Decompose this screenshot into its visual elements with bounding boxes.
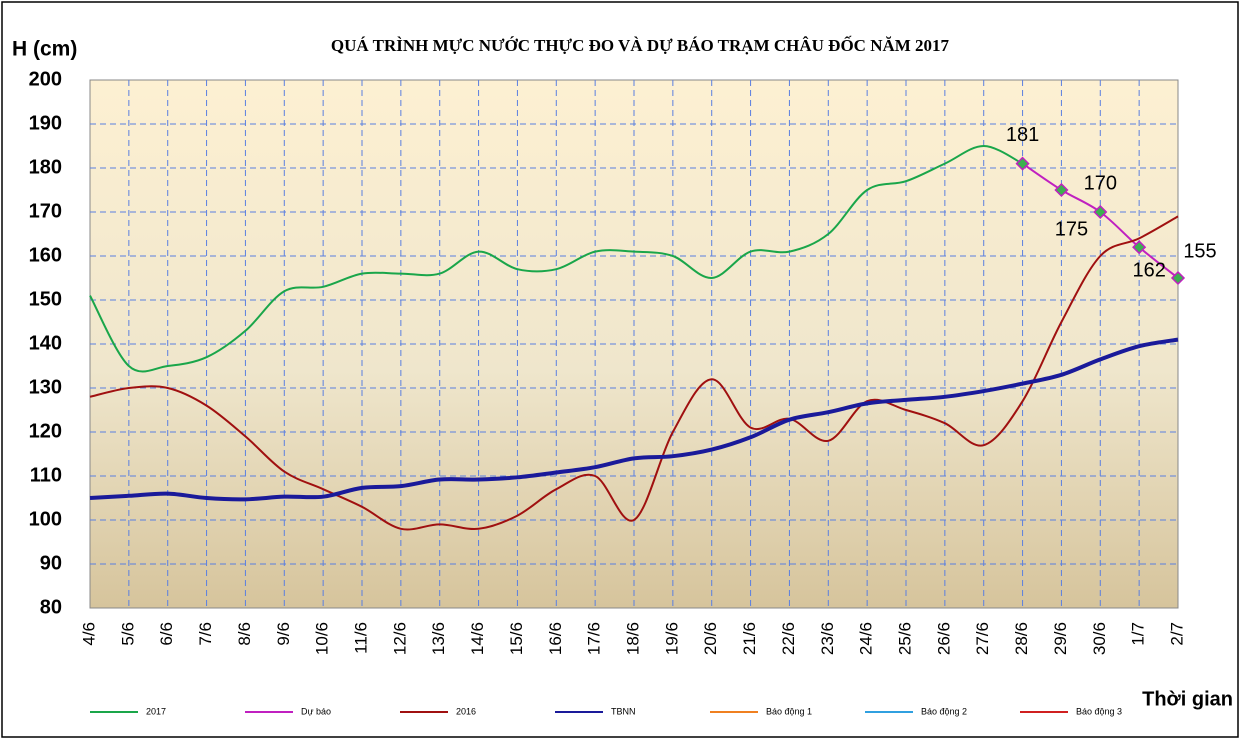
y-axis-label: H (cm) [12, 38, 77, 61]
x-tick-label: 12/6 [390, 622, 409, 655]
data-label: 181 [1006, 124, 1039, 146]
legend-label: 2016 [456, 706, 476, 716]
marker [1170, 270, 1186, 286]
marker [1132, 240, 1147, 255]
x-tick-label: 11/6 [351, 622, 370, 654]
x-tick-label: 29/6 [1051, 622, 1070, 655]
x-tick-label: 16/6 [546, 622, 565, 655]
y-tick-label: 80 [40, 596, 62, 618]
legend-label: TBNN [611, 706, 636, 716]
x-tick-label: 6/6 [157, 622, 176, 646]
y-tick-label: 170 [29, 200, 62, 222]
x-tick-label: 5/6 [118, 622, 137, 646]
y-tick-label: 130 [29, 376, 62, 398]
series-line [89, 215, 1179, 531]
y-tick-label: 90 [40, 552, 62, 574]
y-tick-label: 140 [29, 332, 62, 354]
y-tick-label: 150 [29, 288, 62, 310]
x-tick-label: 2/7 [1167, 622, 1186, 646]
legend-label: Dự báo [301, 706, 331, 716]
legend-label: Báo động 1 [766, 706, 812, 716]
x-tick-label: 18/6 [623, 622, 642, 655]
data-label: 162 [1132, 259, 1165, 281]
x-tick-label: 17/6 [585, 622, 604, 655]
data-label: 170 [1084, 172, 1117, 194]
y-tick-label: 160 [29, 244, 62, 266]
x-tick-label: 21/6 [740, 622, 759, 655]
legend-label: Báo động 2 [921, 706, 967, 716]
x-tick-label: 1/7 [1129, 622, 1148, 646]
x-tick-label: 10/6 [313, 622, 332, 655]
series-line [89, 144, 1024, 373]
x-tick-label: 22/6 [779, 622, 798, 655]
x-tick-label: 24/6 [857, 622, 876, 655]
x-tick-label: 8/6 [235, 622, 254, 646]
x-tick-label: 26/6 [934, 622, 953, 655]
legend-label: 2017 [146, 706, 166, 716]
y-tick-label: 120 [29, 420, 62, 442]
x-tick-label: 7/6 [196, 622, 215, 646]
x-tick-label: 28/6 [1012, 622, 1031, 655]
marker [1093, 204, 1108, 220]
chart-title: QUÁ TRÌNH MỰC NƯỚC THỰC ĐO VÀ DỰ BÁO TRẠ… [331, 35, 950, 55]
x-tick-label: 4/6 [79, 622, 98, 646]
x-tick-label: 23/6 [818, 622, 837, 655]
x-tick-label: 27/6 [973, 622, 992, 655]
x-tick-label: 9/6 [274, 622, 293, 646]
y-tick-label: 190 [29, 112, 62, 134]
x-tick-label: 20/6 [701, 622, 720, 655]
y-tick-label: 100 [29, 508, 62, 530]
x-tick-label: 30/6 [1090, 622, 1109, 655]
x-tick-label: 13/6 [429, 622, 448, 655]
x-tick-label: 25/6 [895, 622, 914, 655]
x-tick-label: 14/6 [468, 622, 487, 655]
legend-label: Báo động 3 [1076, 706, 1122, 716]
marker [1054, 182, 1069, 198]
data-label: 155 [1183, 240, 1216, 262]
marker [1015, 156, 1030, 171]
x-tick-label: 15/6 [507, 622, 526, 655]
y-tick-label: 110 [30, 464, 62, 486]
data-label: 175 [1055, 218, 1088, 240]
y-tick-label: 180 [29, 156, 62, 178]
x-tick-label: 19/6 [662, 622, 681, 655]
x-axis-label: Thời gian [1142, 688, 1233, 710]
y-tick-label: 200 [29, 68, 62, 90]
series-line [89, 337, 1179, 502]
